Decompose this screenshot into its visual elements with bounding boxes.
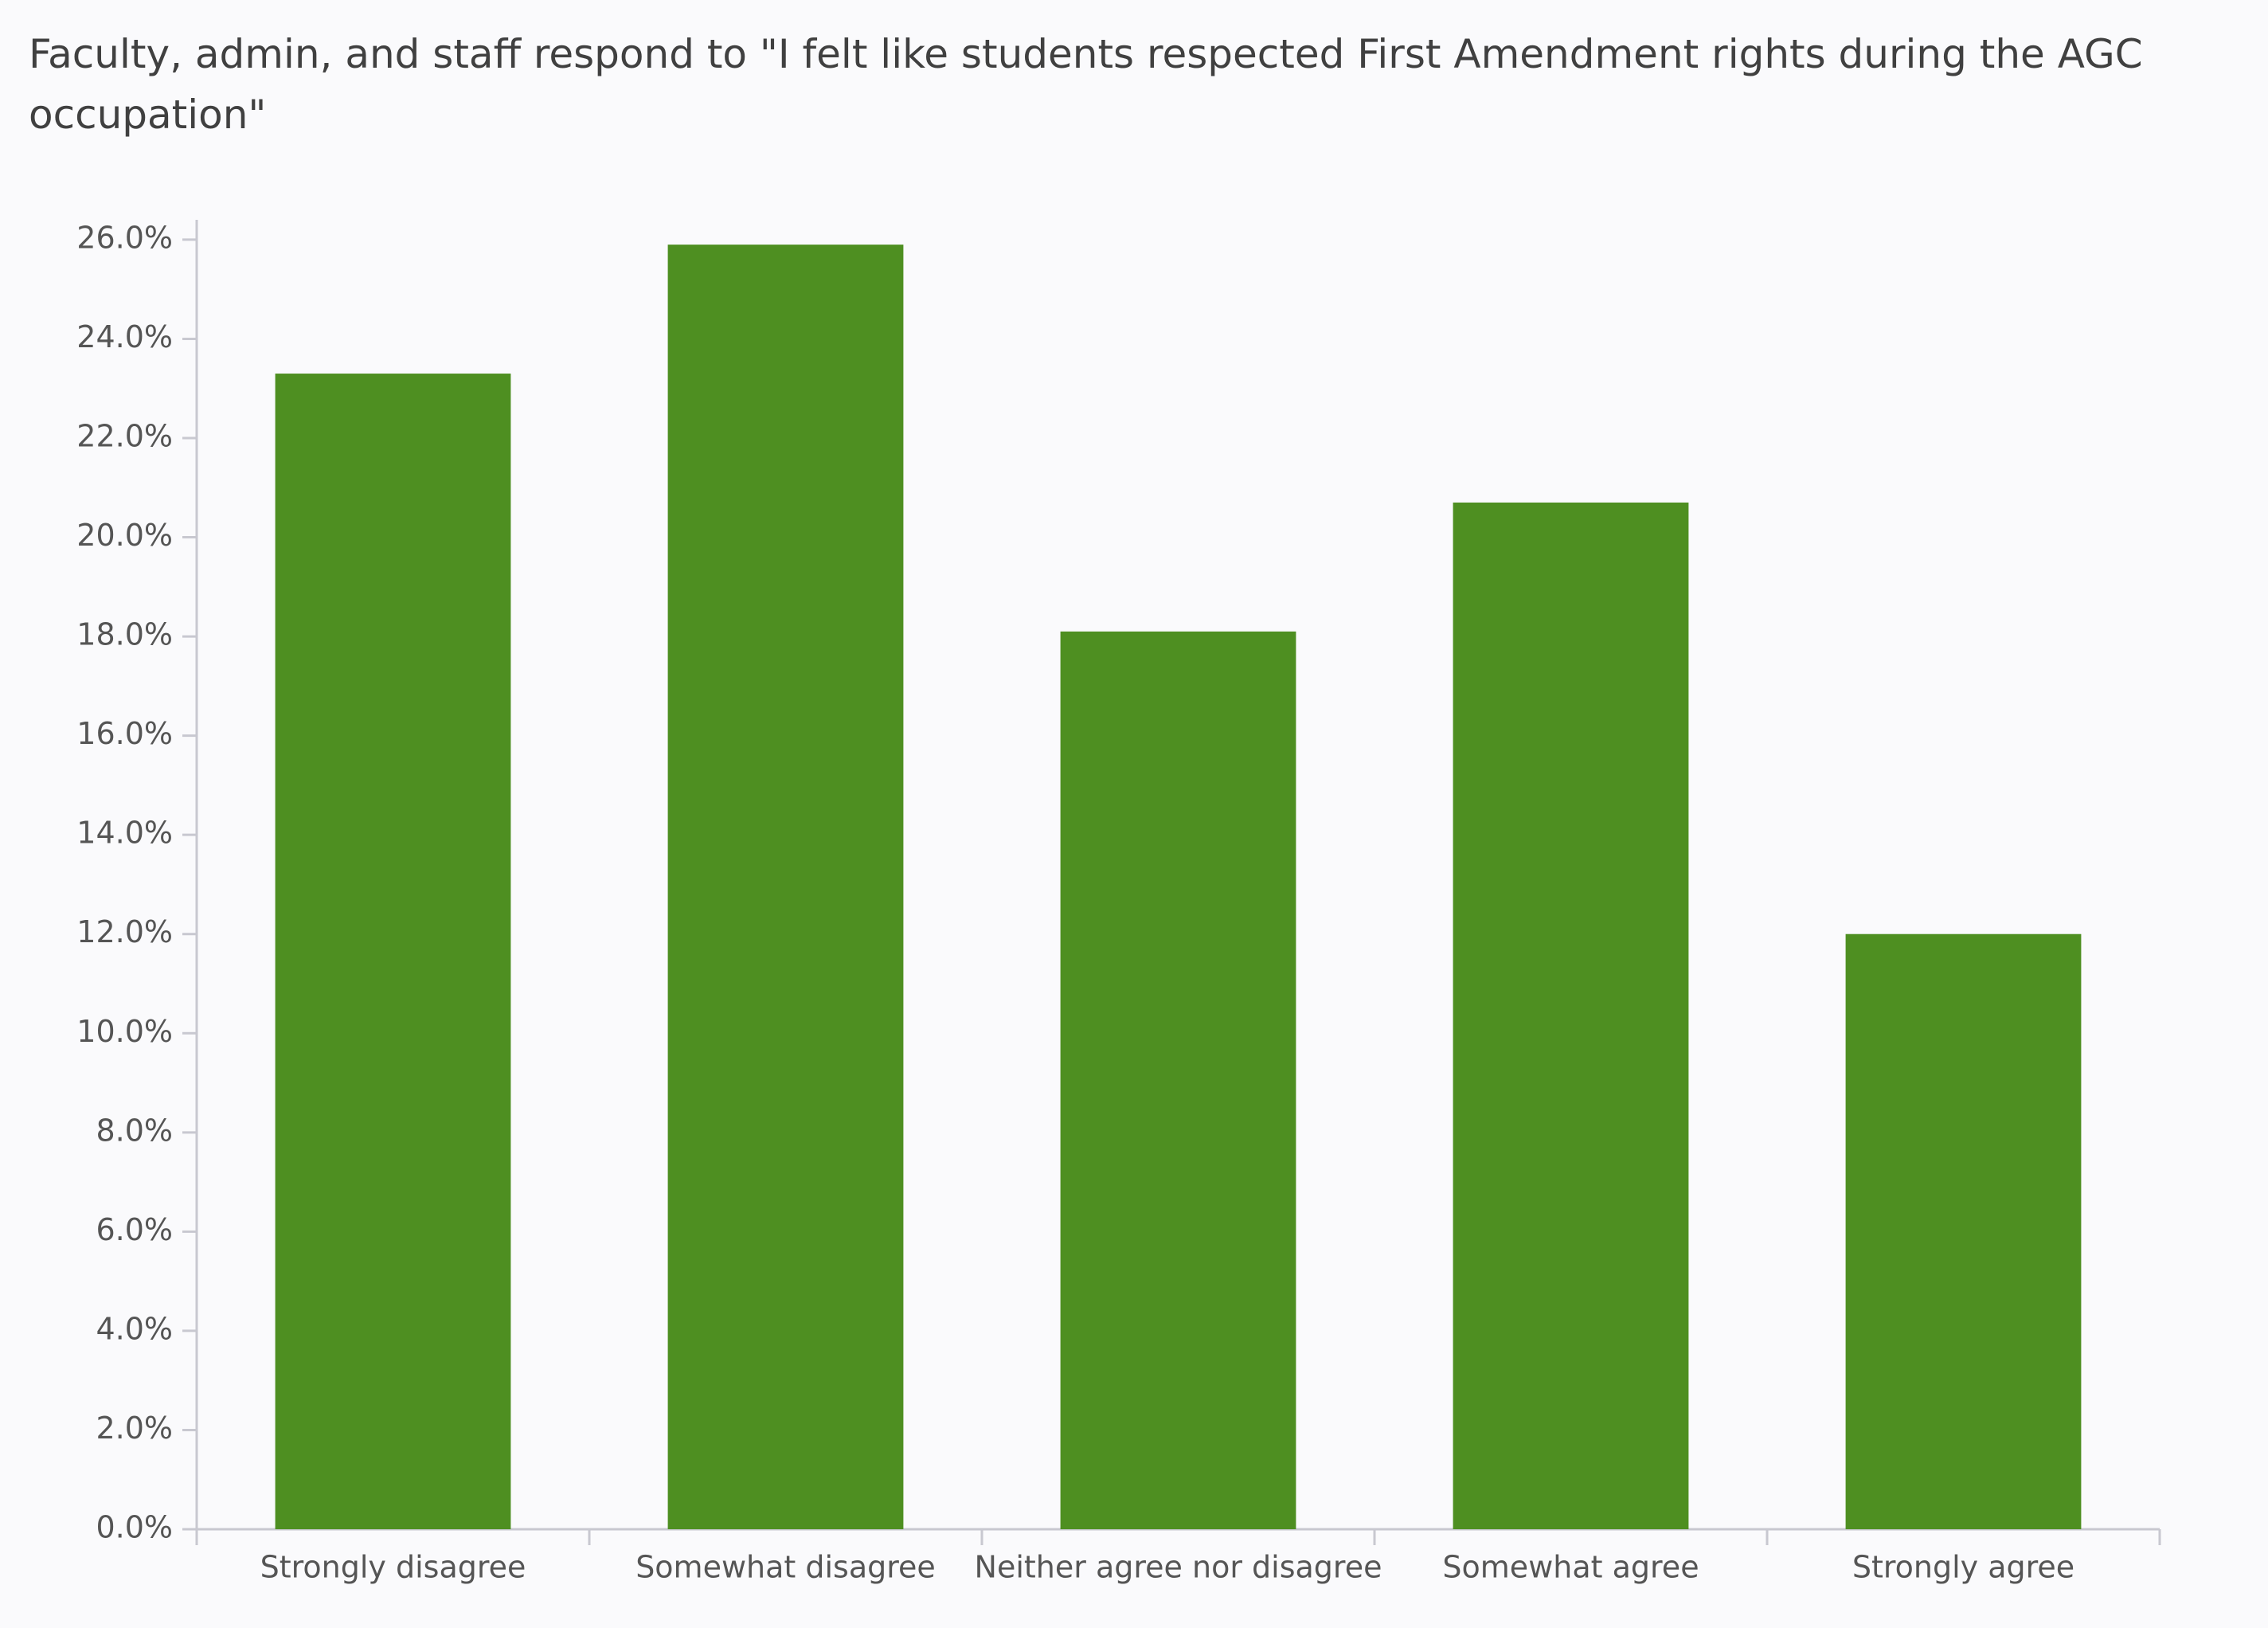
y-tick-label: 2.0%: [96, 1411, 173, 1446]
y-tick-label: 14.0%: [76, 816, 173, 851]
bar: [275, 374, 511, 1530]
y-tick-label: 8.0%: [96, 1113, 173, 1148]
x-tick-label: Strongly agree: [1852, 1550, 2074, 1585]
y-tick-label: 4.0%: [96, 1311, 173, 1346]
y-tick-label: 20.0%: [76, 518, 173, 553]
bar: [1453, 502, 1689, 1529]
y-tick-label: 24.0%: [76, 319, 173, 354]
y-tick-label: 26.0%: [76, 220, 173, 255]
x-tick-label: Strongly disagree: [260, 1550, 526, 1585]
x-tick-label: Neither agree nor disagree: [975, 1550, 1382, 1585]
y-tick-label: 22.0%: [76, 419, 173, 454]
y-tick-label: 16.0%: [76, 716, 173, 751]
x-tick-label: Somewhat disagree: [635, 1550, 936, 1585]
y-tick-label: 12.0%: [76, 914, 173, 949]
bar: [667, 245, 904, 1529]
chart-title: Faculty, admin, and staff respond to "I …: [29, 31, 2143, 138]
y-tick-label: 0.0%: [96, 1510, 173, 1545]
bar: [1845, 933, 2082, 1529]
bar: [1060, 631, 1296, 1529]
x-tick-label: Somewhat agree: [1442, 1550, 1699, 1585]
y-tick-label: 10.0%: [76, 1014, 173, 1049]
y-tick-label: 18.0%: [76, 617, 173, 652]
y-tick-label: 6.0%: [96, 1212, 173, 1247]
